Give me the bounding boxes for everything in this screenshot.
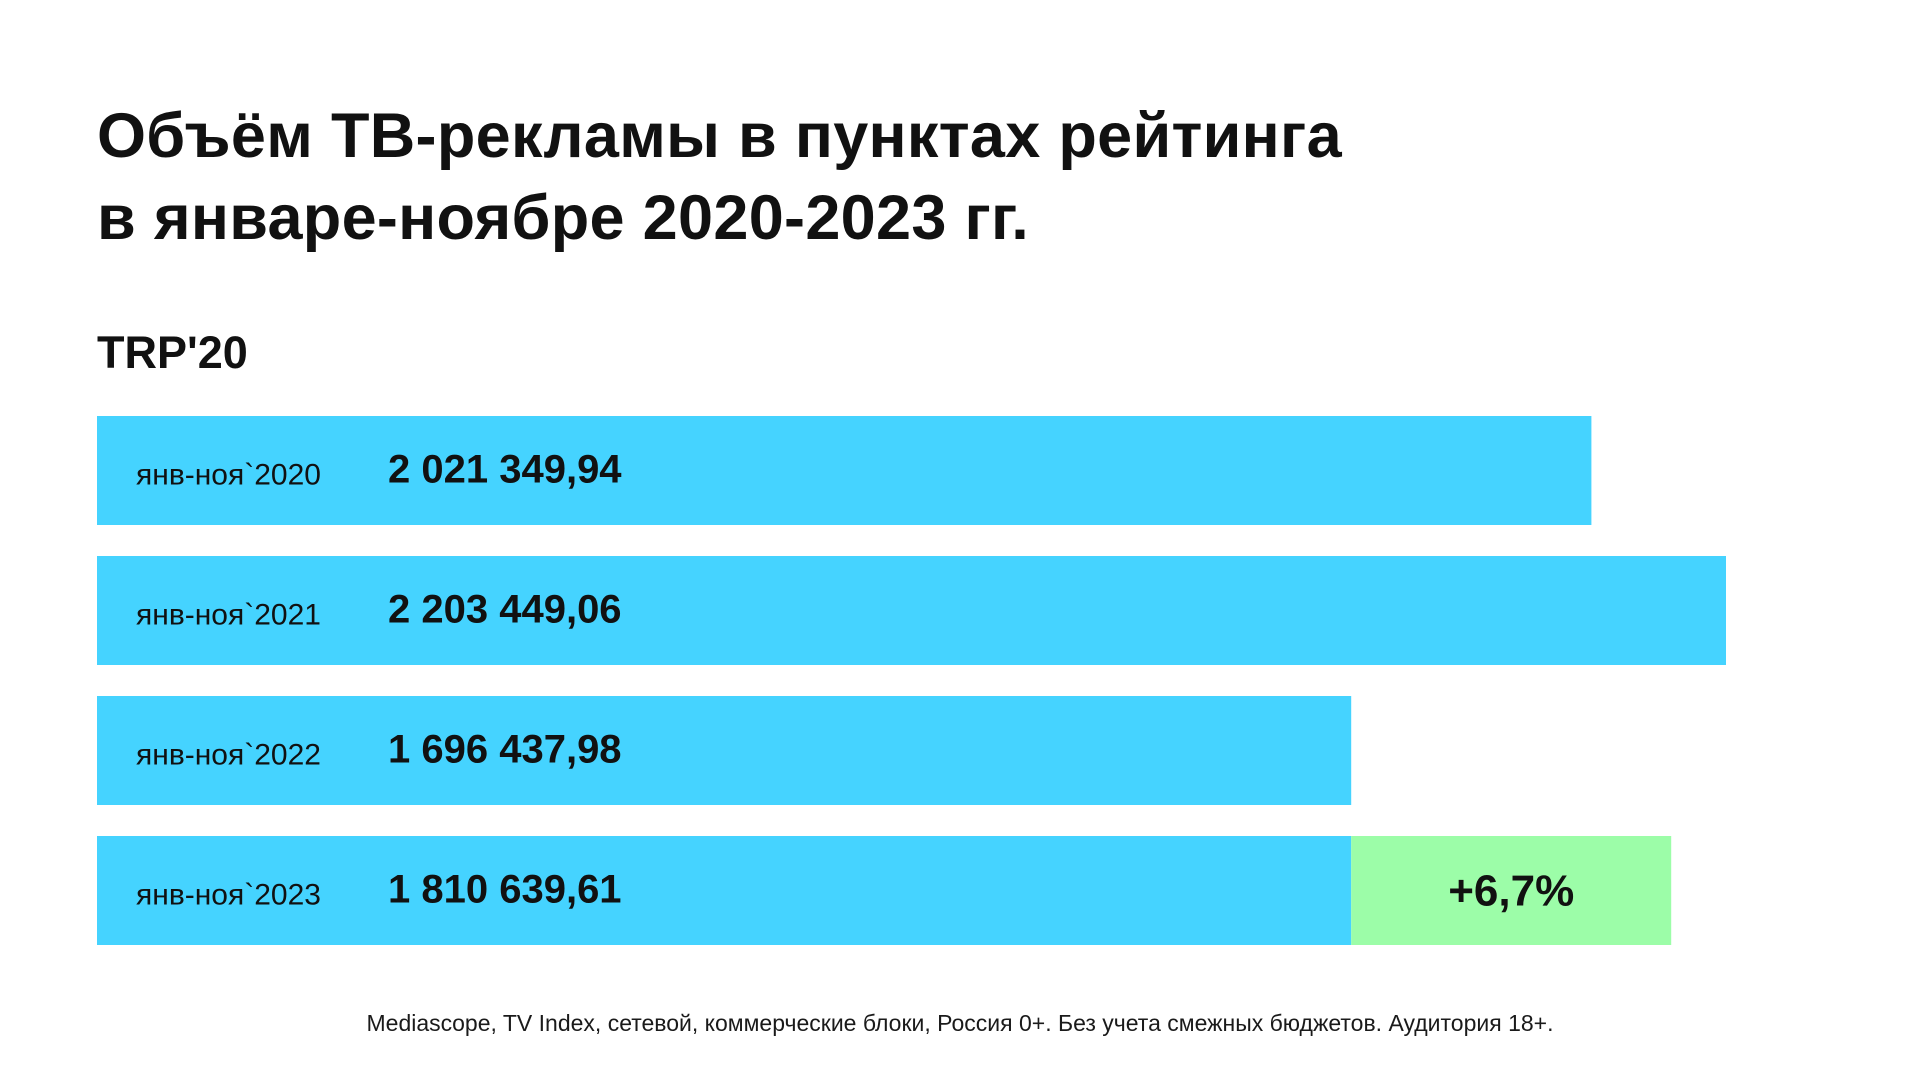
bar <box>97 416 1592 525</box>
bar <box>97 556 1726 665</box>
value-label: 1 810 639,61 <box>388 868 622 912</box>
growth-segment <box>1351 836 1672 945</box>
bar <box>97 696 1352 805</box>
category-label: янв-ноя`2022 <box>136 739 321 772</box>
unit-label: TRP'20 <box>97 327 248 378</box>
category-label: янв-ноя`2020 <box>136 459 321 492</box>
source-note: Mediascope, TV Index, сетевой, коммерчес… <box>366 1010 1554 1036</box>
title-line-1: Объём ТВ-рекламы в пунктах рейтинга <box>97 101 1342 171</box>
bar <box>97 836 1352 945</box>
value-label: 2 021 349,94 <box>388 448 622 492</box>
bar-chart: янв-ноя`2020 2 021 349,94 янв-ноя`2021 2 20… <box>97 416 1726 945</box>
category-label: янв-ноя`2021 <box>136 599 321 632</box>
chart-title: Объём ТВ-рекламы в пунктах рейтинга в ян… <box>97 95 1342 259</box>
category-label: янв-ноя`2023 <box>136 879 321 912</box>
title-line-2: в январе-ноябре 2020-2023 гг. <box>97 183 1030 253</box>
value-label: 2 203 449,06 <box>388 588 622 632</box>
value-label: 1 696 437,98 <box>388 728 622 772</box>
growth-label: +6,7% <box>1448 867 1574 916</box>
